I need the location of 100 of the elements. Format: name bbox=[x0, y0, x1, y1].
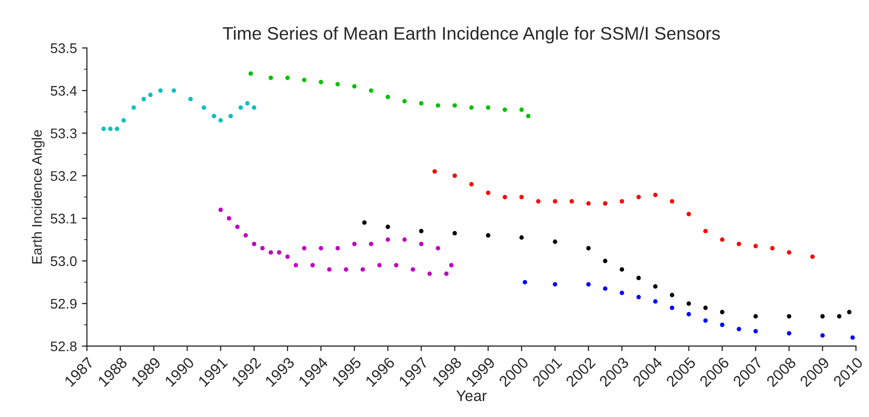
point bbox=[452, 231, 457, 236]
point bbox=[653, 192, 658, 198]
point bbox=[410, 267, 416, 272]
point bbox=[820, 333, 825, 338]
y-tick-label: 53.5 bbox=[50, 43, 77, 54]
point bbox=[736, 326, 742, 332]
point bbox=[519, 194, 524, 200]
point bbox=[228, 114, 233, 118]
point bbox=[636, 294, 641, 300]
point bbox=[142, 96, 146, 102]
point bbox=[602, 201, 608, 206]
point bbox=[268, 76, 274, 80]
point bbox=[736, 242, 742, 246]
point bbox=[294, 262, 298, 268]
point bbox=[570, 199, 574, 204]
point bbox=[586, 201, 591, 206]
point bbox=[226, 216, 232, 221]
point bbox=[502, 194, 508, 200]
point bbox=[502, 108, 508, 112]
point bbox=[427, 272, 432, 276]
point bbox=[602, 258, 608, 264]
point bbox=[770, 246, 775, 250]
point bbox=[419, 228, 424, 234]
point bbox=[368, 88, 374, 93]
point bbox=[850, 335, 855, 340]
point bbox=[377, 262, 382, 268]
point bbox=[486, 105, 490, 110]
point bbox=[686, 301, 691, 306]
point bbox=[653, 284, 658, 289]
point bbox=[522, 280, 528, 284]
y-tick-label: 53.2 bbox=[50, 171, 76, 181]
point bbox=[260, 246, 265, 250]
point bbox=[602, 286, 608, 291]
point bbox=[235, 224, 240, 230]
point bbox=[252, 242, 256, 246]
point bbox=[114, 126, 120, 132]
point bbox=[436, 103, 440, 108]
point bbox=[686, 212, 691, 216]
point bbox=[362, 220, 367, 225]
point bbox=[352, 242, 357, 246]
point bbox=[720, 310, 724, 314]
point bbox=[218, 208, 223, 212]
point bbox=[132, 105, 136, 110]
point bbox=[432, 169, 437, 174]
point bbox=[360, 267, 365, 272]
point bbox=[820, 314, 825, 318]
point bbox=[245, 101, 250, 106]
y-tick-label: 53.1 bbox=[50, 214, 77, 224]
point bbox=[526, 114, 530, 118]
point bbox=[536, 199, 541, 204]
point bbox=[786, 250, 792, 255]
point bbox=[419, 101, 424, 106]
point bbox=[786, 314, 792, 318]
point bbox=[552, 240, 558, 244]
point bbox=[302, 246, 306, 250]
point bbox=[172, 88, 176, 93]
y-tick-label: 53.0 bbox=[50, 256, 77, 266]
point bbox=[620, 199, 624, 204]
point bbox=[402, 99, 407, 104]
point bbox=[148, 92, 153, 98]
y-tick-label: 52.8 bbox=[50, 341, 77, 352]
point bbox=[335, 82, 340, 86]
point bbox=[386, 94, 390, 100]
point bbox=[753, 314, 758, 318]
point bbox=[327, 267, 332, 272]
point bbox=[436, 246, 440, 250]
point bbox=[268, 250, 274, 255]
point bbox=[620, 267, 624, 272]
point bbox=[703, 318, 708, 323]
point bbox=[620, 290, 624, 296]
x-axis-title: Year bbox=[456, 390, 487, 402]
point bbox=[318, 80, 324, 84]
point bbox=[469, 105, 474, 110]
point bbox=[786, 331, 792, 336]
point bbox=[386, 224, 390, 230]
point bbox=[310, 262, 315, 268]
point bbox=[753, 244, 758, 248]
point bbox=[753, 329, 758, 334]
point bbox=[158, 88, 163, 93]
y-tick-label: 52.9 bbox=[50, 298, 77, 309]
point bbox=[335, 246, 340, 250]
point bbox=[703, 228, 708, 234]
point bbox=[188, 96, 193, 102]
point bbox=[344, 267, 348, 272]
point bbox=[670, 292, 674, 298]
point bbox=[302, 78, 306, 82]
point bbox=[653, 299, 658, 304]
point bbox=[636, 194, 641, 200]
point bbox=[552, 282, 558, 287]
point bbox=[368, 242, 374, 246]
y-tick-label: 53.4 bbox=[50, 86, 77, 96]
point bbox=[318, 246, 324, 250]
point bbox=[452, 174, 457, 178]
point bbox=[285, 76, 290, 80]
point bbox=[670, 199, 674, 204]
point bbox=[720, 237, 724, 242]
point bbox=[810, 254, 815, 259]
point bbox=[244, 233, 248, 238]
point bbox=[212, 114, 216, 118]
point bbox=[449, 262, 454, 268]
